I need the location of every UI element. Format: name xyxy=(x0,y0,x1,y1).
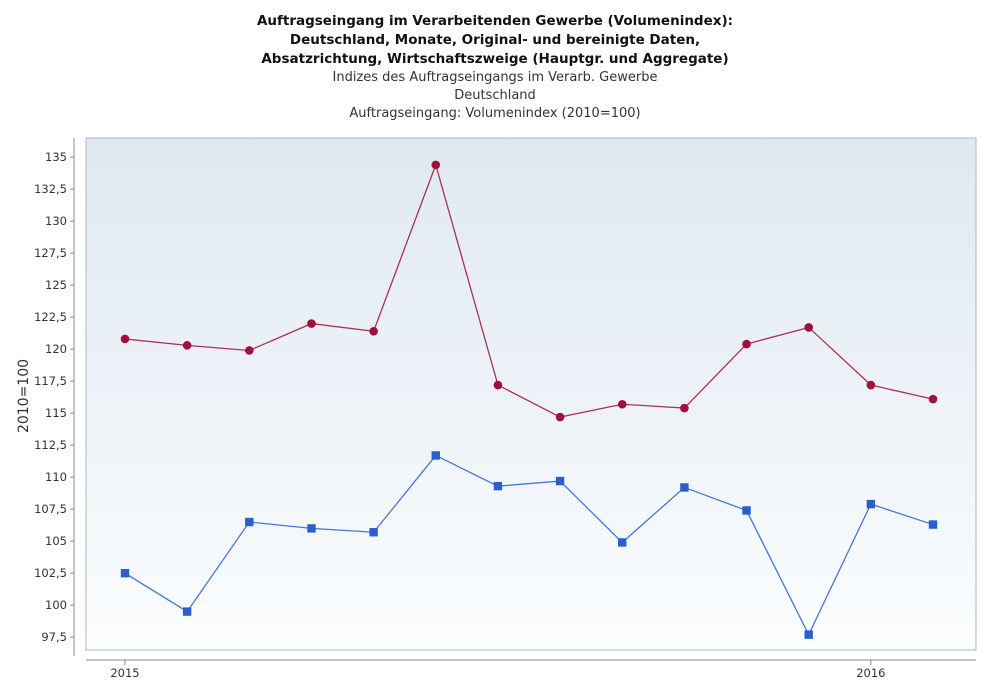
y-tick-label: 102,5 xyxy=(34,566,67,580)
y-tick-label: 105 xyxy=(45,534,67,548)
data-point xyxy=(928,394,938,404)
data-point xyxy=(804,630,813,639)
y-tick-label: 107,5 xyxy=(34,502,67,516)
data-point xyxy=(369,326,378,336)
y-tick-label: 117,5 xyxy=(34,374,67,388)
data-point xyxy=(431,451,440,460)
data-point xyxy=(369,528,378,537)
data-point xyxy=(245,346,254,355)
data-point xyxy=(742,339,751,349)
data-point xyxy=(680,403,689,413)
plot-area xyxy=(85,137,977,651)
series-line xyxy=(124,454,934,637)
x-axis: 2015 2016 xyxy=(86,659,976,680)
data-point xyxy=(120,569,130,578)
y-tick-label: 130 xyxy=(45,214,67,228)
data-point xyxy=(555,412,565,422)
data-point xyxy=(742,506,751,515)
data-point xyxy=(120,334,130,344)
data-point xyxy=(866,380,876,390)
series-2 xyxy=(120,451,938,639)
series-layer xyxy=(120,160,938,639)
data-point xyxy=(431,160,441,170)
data-point xyxy=(866,499,876,509)
y-tick-label: 110 xyxy=(45,470,67,484)
series-1 xyxy=(120,160,938,422)
chart-subtitle-line-1: Indizes des Auftragseingangs im Verarb. … xyxy=(332,70,658,85)
y-tick-label: 115 xyxy=(45,406,67,420)
data-point xyxy=(804,323,813,332)
data-point xyxy=(307,524,316,533)
chart-title-line-1: Auftragseingang im Verarbeitenden Gewerb… xyxy=(256,13,734,29)
data-point xyxy=(555,476,565,486)
chart-subtitle-line-2: Deutschland xyxy=(454,88,536,103)
y-axis: 97,5 100 102,5 105 107,5 110 112,5 115 117,5 120 1… xyxy=(34,138,75,656)
y-tick-label: 125 xyxy=(45,278,67,292)
y-tick-label: 112,5 xyxy=(34,438,67,452)
x-tick-label: 2016 xyxy=(856,666,885,680)
data-point xyxy=(182,607,192,616)
data-point xyxy=(493,380,503,390)
data-point xyxy=(617,399,627,409)
data-point xyxy=(245,517,254,527)
y-tick-label: 120 xyxy=(45,342,67,356)
y-tick-label: 127,5 xyxy=(34,246,67,260)
y-tick-label: 122,5 xyxy=(34,310,67,324)
data-point xyxy=(307,319,316,328)
y-tick-label: 100 xyxy=(45,598,67,612)
data-point xyxy=(680,483,689,492)
chart-header: Auftragseingang im Verarbeitenden Gewerb… xyxy=(0,12,990,123)
chart-title-line-3: Absatzrichtung, Wirtschaftszweige (Haupt… xyxy=(261,51,729,67)
y-axis-label: 2010=100 xyxy=(16,359,32,433)
data-point xyxy=(928,520,938,529)
y-tick-label: 135 xyxy=(45,150,67,164)
chart-title-line-2: Deutschland, Monate, Original- und berei… xyxy=(289,32,701,48)
y-tick-label: 97,5 xyxy=(41,630,67,644)
chart-subtitle-line-3: Auftragseingang: Volumenindex (2010=100) xyxy=(349,106,641,121)
data-point xyxy=(493,481,503,491)
data-point xyxy=(618,538,627,547)
data-point xyxy=(182,341,192,350)
x-tick-label: 2015 xyxy=(110,666,139,680)
y-tick-label: 132,5 xyxy=(34,182,67,196)
series-line xyxy=(124,162,934,418)
